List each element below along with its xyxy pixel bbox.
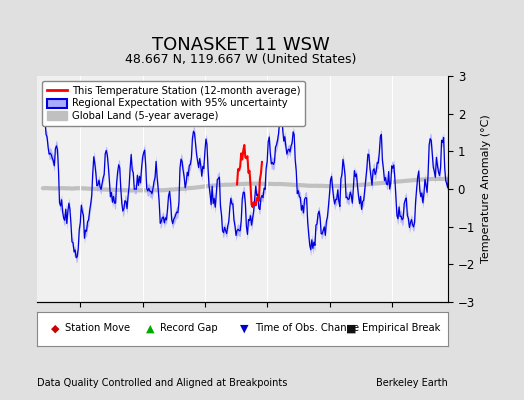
Text: Empirical Break: Empirical Break bbox=[362, 323, 440, 333]
Text: 48.667 N, 119.667 W (United States): 48.667 N, 119.667 W (United States) bbox=[125, 53, 357, 66]
Text: Record Gap: Record Gap bbox=[160, 323, 217, 333]
Text: Data Quality Controlled and Aligned at Breakpoints: Data Quality Controlled and Aligned at B… bbox=[37, 378, 287, 388]
Text: TONASKET 11 WSW: TONASKET 11 WSW bbox=[152, 36, 330, 54]
Text: ■: ■ bbox=[346, 323, 357, 333]
Legend: This Temperature Station (12-month average), Regional Expectation with 95% uncer: This Temperature Station (12-month avera… bbox=[42, 81, 305, 126]
Text: Station Move: Station Move bbox=[66, 323, 130, 333]
Text: Time of Obs. Change: Time of Obs. Change bbox=[255, 323, 359, 333]
Text: Berkeley Earth: Berkeley Earth bbox=[376, 378, 448, 388]
Text: ▲: ▲ bbox=[146, 323, 154, 333]
Y-axis label: Temperature Anomaly (°C): Temperature Anomaly (°C) bbox=[481, 115, 490, 263]
Text: ◆: ◆ bbox=[51, 323, 59, 333]
Text: ▼: ▼ bbox=[240, 323, 249, 333]
